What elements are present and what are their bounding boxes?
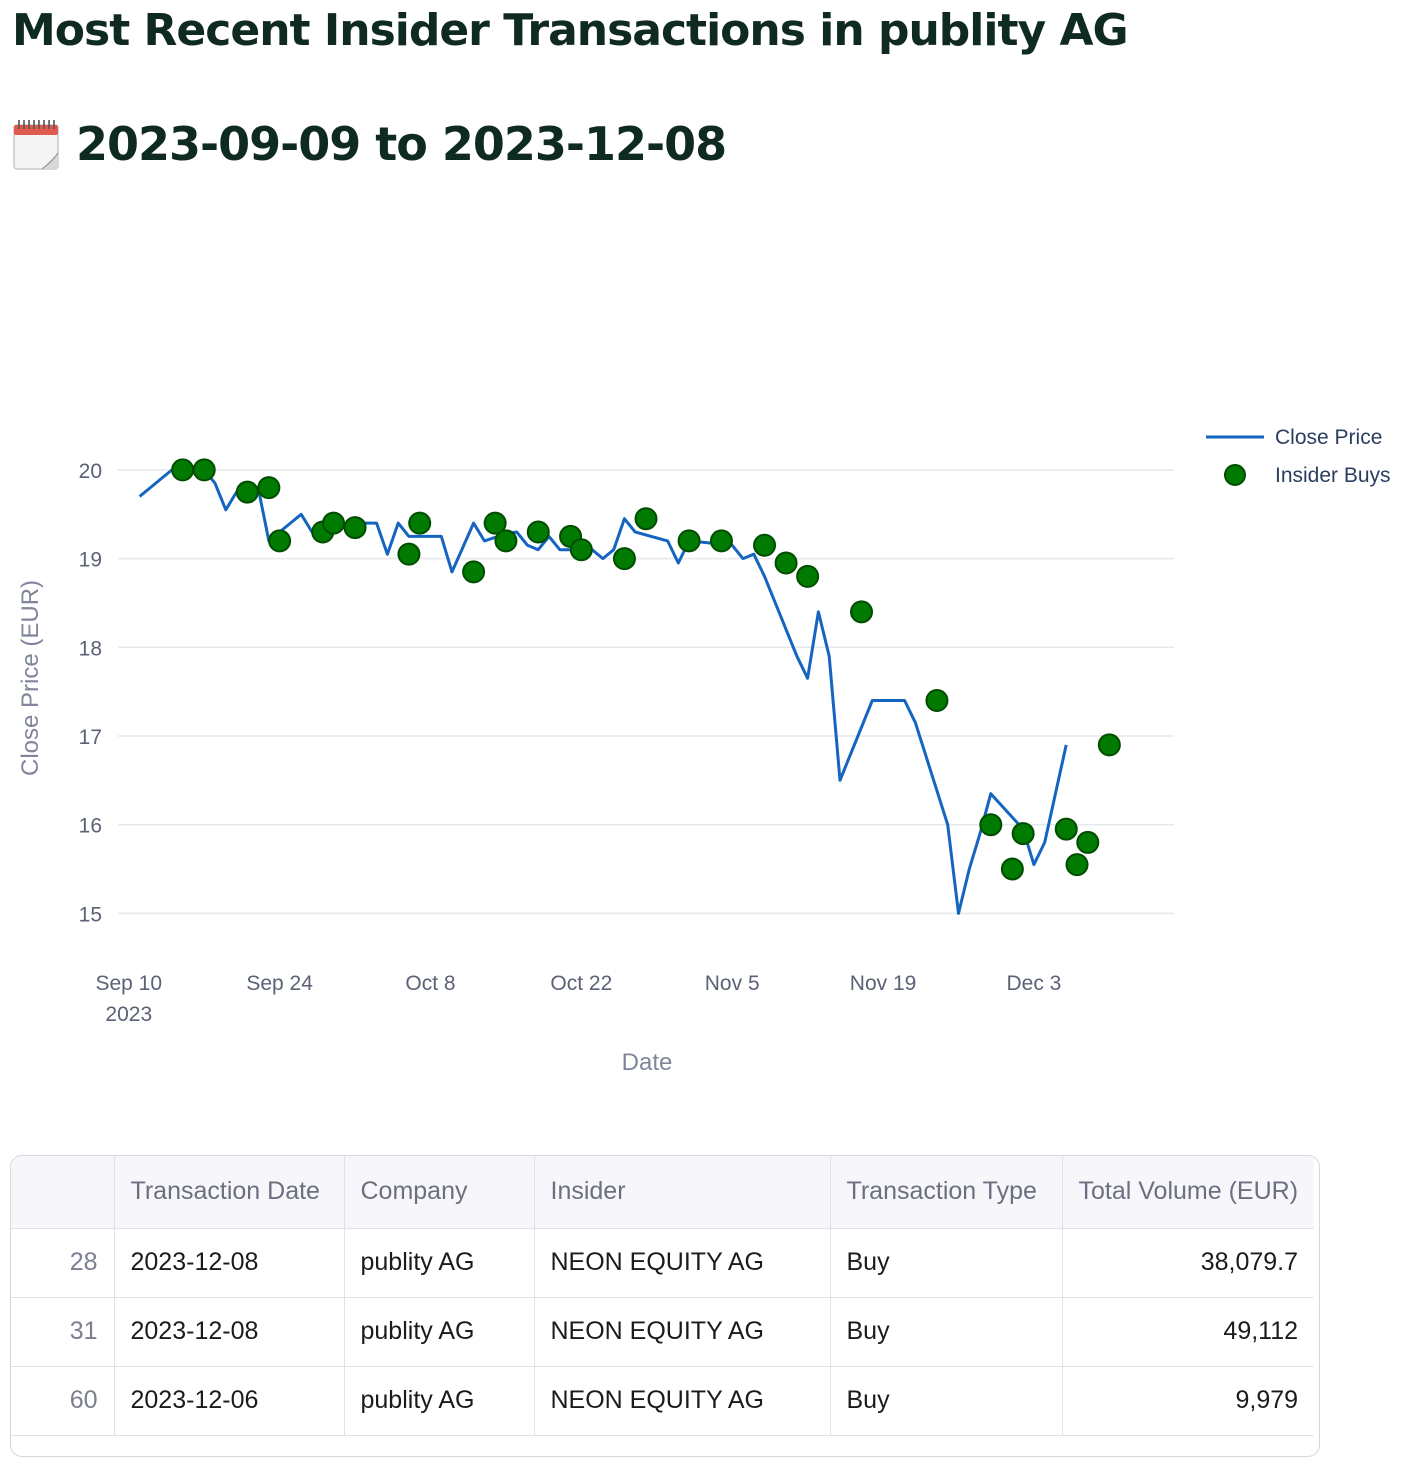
insider-buy-marker[interactable] [1065,853,1089,877]
transaction-type-cell[interactable]: Buy [830,1228,1063,1298]
insider-buy-marker[interactable] [408,511,432,535]
transaction-date-cell[interactable]: 2023-12-08 [114,1297,345,1367]
transaction-type-cell[interactable]: Buy [830,1366,1063,1436]
insider-buy-marker[interactable] [925,689,949,713]
date-range-heading: 2023-09-09 to 2023-12-08 [12,112,727,176]
insider-buy-marker[interactable] [397,542,421,566]
y-tick-label: 15 [79,903,102,926]
company-cell[interactable]: publity AG [344,1297,535,1367]
transactions-table[interactable]: Transaction Date Company Insider Transac… [10,1155,1320,1457]
insider-buy-marker[interactable] [257,476,281,500]
company-header[interactable]: Company [344,1156,535,1229]
insider-buy-marker[interactable] [850,600,874,624]
insider-cell[interactable]: NEON EQUITY AG [534,1228,831,1298]
y-axis-ticks: 15 16 17 18 19 20 [79,460,102,926]
chart-legend[interactable]: Close Price Insider Buys [1206,426,1391,487]
x-tick-label: Nov 5 [705,972,760,995]
transaction-date-header[interactable]: Transaction Date [114,1156,345,1229]
insider-header[interactable]: Insider [534,1156,831,1229]
insider-buy-marker[interactable] [979,813,1003,837]
total-volume-cell[interactable]: 9,979 [1062,1366,1315,1436]
total-volume-cell[interactable]: 38,079.7 [1062,1228,1315,1298]
insider-buy-marker[interactable] [343,516,367,540]
company-cell[interactable]: publity AG [344,1228,535,1298]
row-index: 31 [11,1297,115,1367]
insider-buy-markers [171,458,1121,881]
insider-buy-marker[interactable] [1076,830,1100,854]
y-tick-label: 16 [79,815,102,838]
insider-buy-marker[interactable] [494,529,518,553]
page-title: Most Recent Insider Transactions in publ… [12,5,1129,56]
transaction-type-header[interactable]: Transaction Type [830,1156,1063,1229]
total-volume-header[interactable]: Total Volume (EUR) [1062,1156,1315,1229]
x-tick-label: Sep 24 [246,972,313,995]
insider-buy-marker[interactable] [709,529,733,553]
insider-buy-marker[interactable] [1000,857,1024,881]
legend-close-price: Close Price [1275,426,1382,449]
transaction-date-cell[interactable]: 2023-12-08 [114,1228,345,1298]
insider-buy-marker[interactable] [192,458,216,482]
insider-buy-marker[interactable] [268,529,292,553]
insider-buy-marker[interactable] [462,560,486,584]
total-volume-cell[interactable]: 49,112 [1062,1297,1315,1367]
calendar-icon [13,120,59,170]
x-tick-label: Oct 22 [550,972,612,995]
transaction-date-cell[interactable]: 2023-12-06 [114,1366,345,1436]
legend-insider-buys: Insider Buys [1275,464,1391,487]
insider-buy-marker[interactable] [171,458,195,482]
insider-buy-marker[interactable] [235,480,259,504]
x-tick-label: Nov 19 [850,972,917,995]
row-index: 28 [11,1228,115,1298]
company-cell[interactable]: publity AG [344,1366,535,1436]
table-row[interactable]: 60 2023-12-06 publity AG NEON EQUITY AG … [11,1366,1315,1436]
x-axis-ticks: Sep 10 2023 Sep 24 Oct 8 Oct 22 Nov 5 Nov 19 De… [95,972,1061,1026]
insider-cell[interactable]: NEON EQUITY AG [534,1366,831,1436]
date-range-text: 2023-09-09 to 2023-12-08 [76,117,727,171]
x-tick-sublabel: 2023 [105,1003,152,1026]
x-tick-label: Dec 3 [1006,972,1061,995]
insider-buy-marker[interactable] [483,511,507,535]
insider-buy-marker[interactable] [753,533,777,557]
table-row[interactable]: 31 2023-12-08 publity AG NEON EQUITY AG … [11,1297,1315,1367]
y-tick-label: 19 [79,549,102,572]
y-tick-label: 18 [79,637,102,660]
y-tick-label: 20 [79,460,102,483]
legend-marker-swatch [1224,464,1246,486]
y-axis-title: Close Price (EUR) [17,580,44,776]
insider-buy-marker[interactable] [634,507,658,531]
insider-buy-marker[interactable] [796,564,820,588]
x-axis-title: Date [622,1049,673,1076]
insider-buy-marker[interactable] [1097,733,1121,757]
insider-buy-marker[interactable] [774,551,798,575]
insider-buy-marker[interactable] [1011,822,1035,846]
price-chart: 15 16 17 18 19 20 Sep 10 2023 Sep 24 Oct 8 Oct 22… [17,426,1391,1076]
insider-buy-marker[interactable] [1054,817,1078,841]
insider-buy-marker[interactable] [526,520,550,544]
insider-buy-marker[interactable] [677,529,701,553]
insider-buy-marker[interactable] [322,511,346,535]
table-row[interactable]: 28 2023-12-08 publity AG NEON EQUITY AG … [11,1228,1315,1298]
x-tick-label: Oct 8 [405,972,455,995]
y-tick-label: 17 [79,726,102,749]
transaction-type-cell[interactable]: Buy [830,1297,1063,1367]
insider-cell[interactable]: NEON EQUITY AG [534,1297,831,1367]
insider-buy-marker[interactable] [612,547,636,571]
index-column-header[interactable] [11,1156,115,1229]
x-tick-label: Sep 10 [95,972,162,995]
table-header-row: Transaction Date Company Insider Transac… [11,1156,1315,1229]
insider-buy-marker[interactable] [569,538,593,562]
row-index: 60 [11,1366,115,1436]
